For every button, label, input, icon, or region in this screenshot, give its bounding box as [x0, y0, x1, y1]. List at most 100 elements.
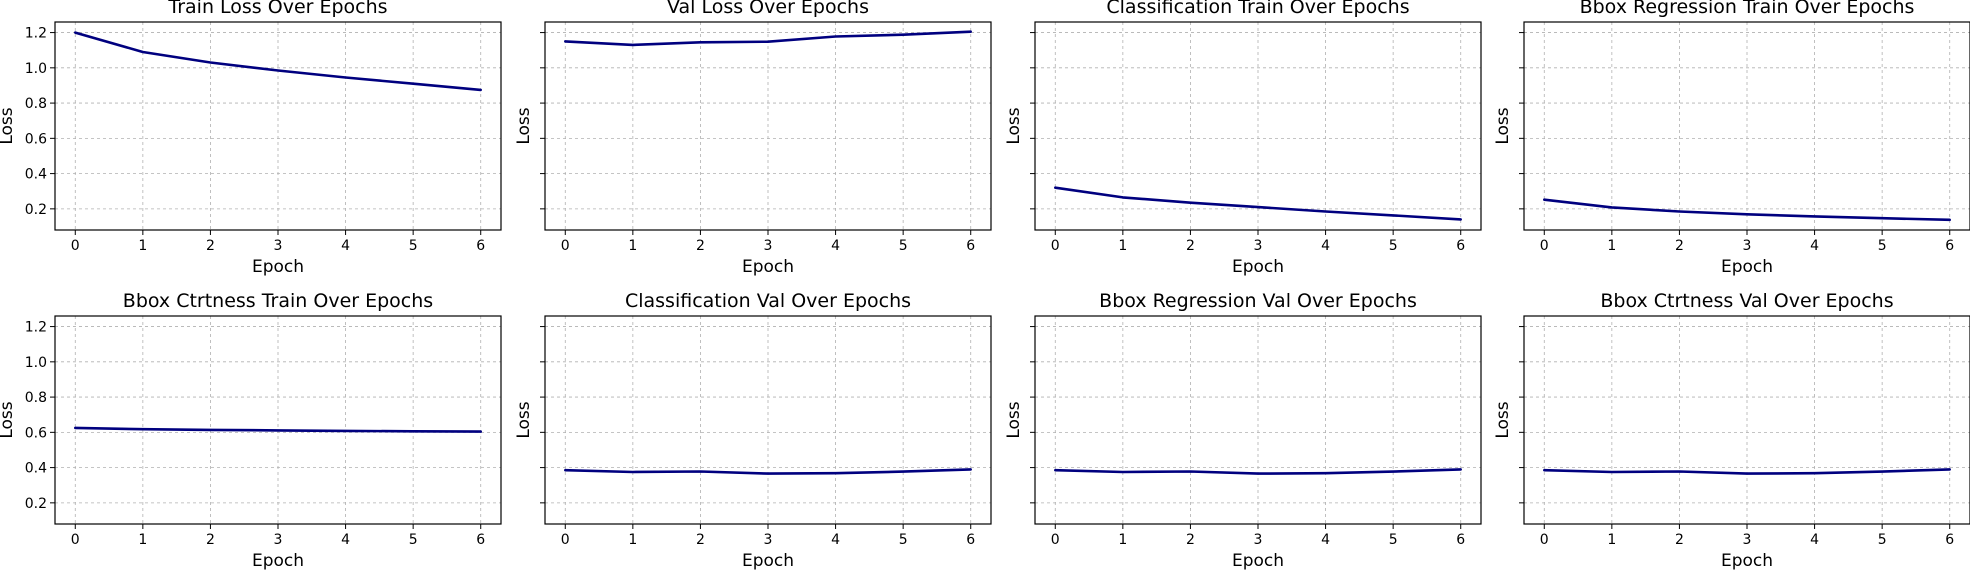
x-tick-label: 1: [1607, 238, 1616, 254]
x-tick-label: 2: [1186, 238, 1195, 254]
x-tick-label: 3: [764, 238, 773, 254]
x-tick-label: 5: [409, 238, 418, 254]
x-tick-label: 5: [1389, 238, 1398, 254]
y-tick-label: 1.2: [25, 320, 47, 336]
x-tick-label: 6: [966, 238, 975, 254]
y-tick-label: 1.2: [25, 26, 47, 42]
x-tick-label: 1: [1607, 532, 1616, 548]
y-tick-label: 0.6: [25, 131, 47, 147]
y-tick-label: 0.4: [25, 167, 47, 183]
x-tick-label: 6: [1945, 238, 1954, 254]
loss-series-line: [1054, 186, 1462, 221]
y-tick-label: 0.6: [25, 425, 47, 441]
x-tick-label: 1: [1118, 532, 1127, 548]
x-tick-label: 1: [628, 238, 637, 254]
x-tick-label: 4: [831, 238, 840, 254]
x-axis-label: Epoch: [252, 551, 304, 570]
x-tick-label: 6: [476, 238, 485, 254]
x-tick-label: 2: [1675, 532, 1684, 548]
x-tick-label: 3: [1743, 238, 1752, 254]
y-tick-label: 1.0: [25, 61, 47, 77]
x-tick-label: 6: [966, 532, 975, 548]
loss-series-line: [74, 31, 483, 92]
x-tick-label: 1: [1118, 238, 1127, 254]
x-tick-label: 0: [71, 532, 80, 548]
x-tick-label: 3: [274, 238, 283, 254]
x-tick-label: 5: [899, 238, 908, 254]
chart-title: Classification Train Over Epochs: [1106, 0, 1409, 18]
x-tick-label: 0: [1540, 238, 1549, 254]
chart-title: Bbox Ctrtness Train Over Epochs: [123, 290, 433, 312]
loss-series-line: [563, 468, 973, 475]
x-tick-label: 0: [1051, 238, 1060, 254]
chart-title: Bbox Ctrtness Val Over Epochs: [1600, 290, 1893, 312]
y-axis-label: Loss: [1004, 401, 1024, 438]
x-axis-label: Epoch: [1721, 551, 1773, 570]
x-tick-label: 1: [138, 238, 147, 254]
chart-title: Classification Val Over Epochs: [625, 290, 911, 312]
x-tick-label: 1: [628, 532, 637, 548]
chart-title: Bbox Regression Val Over Epochs: [1099, 290, 1417, 312]
loss-series-line: [1543, 198, 1951, 222]
x-tick-label: 4: [1321, 238, 1330, 254]
x-tick-label: 4: [1810, 532, 1819, 548]
chart-title: Val Loss Over Epochs: [667, 0, 869, 18]
x-tick-label: 4: [1810, 238, 1819, 254]
x-tick-label: 2: [1675, 238, 1684, 254]
x-tick-label: 1: [138, 532, 147, 548]
x-tick-label: 5: [1878, 532, 1887, 548]
y-axis-label: Loss: [1493, 107, 1513, 144]
x-axis-label: Epoch: [1721, 257, 1773, 277]
y-axis-label: Loss: [514, 401, 534, 438]
x-tick-label: 3: [1254, 532, 1263, 548]
chart-title: Train Loss Over Epochs: [167, 0, 387, 18]
y-tick-label: 0.2: [25, 496, 47, 512]
y-tick-label: 0.2: [25, 202, 47, 218]
x-axis-label: Epoch: [742, 257, 794, 277]
x-tick-label: 0: [561, 532, 570, 548]
y-axis-label: Loss: [514, 107, 534, 144]
x-axis-label: Epoch: [1232, 257, 1284, 277]
y-axis-label: Loss: [0, 107, 17, 144]
x-tick-label: 4: [341, 532, 350, 548]
x-tick-label: 2: [1186, 532, 1195, 548]
loss-series-line: [1543, 468, 1951, 475]
x-axis-label: Epoch: [1232, 551, 1284, 570]
y-axis-label: Loss: [1004, 107, 1024, 144]
x-tick-label: 3: [764, 532, 773, 548]
x-tick-label: 5: [899, 532, 908, 548]
x-tick-label: 2: [696, 532, 705, 548]
x-axis-label: Epoch: [252, 257, 304, 277]
x-tick-label: 6: [1945, 532, 1954, 548]
y-axis-label: Loss: [1493, 401, 1513, 438]
x-tick-label: 0: [1540, 532, 1549, 548]
x-tick-label: 2: [696, 238, 705, 254]
y-tick-label: 0.8: [25, 390, 47, 406]
y-tick-label: 0.4: [25, 461, 47, 477]
x-tick-label: 0: [71, 238, 80, 254]
x-tick-label: 3: [1254, 238, 1263, 254]
x-tick-label: 0: [1051, 532, 1060, 548]
x-tick-label: 6: [476, 532, 485, 548]
x-tick-label: 4: [831, 532, 840, 548]
x-tick-label: 5: [1389, 532, 1398, 548]
x-axis-label: Epoch: [742, 551, 794, 570]
y-tick-label: 1.0: [25, 355, 47, 371]
x-tick-label: 3: [1743, 532, 1752, 548]
loss-series-line: [563, 30, 973, 47]
x-tick-label: 4: [1321, 532, 1330, 548]
y-tick-label: 0.8: [25, 96, 47, 112]
chart-title: Bbox Regression Train Over Epochs: [1580, 0, 1915, 18]
x-tick-label: 6: [1456, 532, 1465, 548]
x-tick-label: 0: [561, 238, 570, 254]
loss-series-line: [74, 426, 483, 433]
x-tick-label: 5: [1878, 238, 1887, 254]
x-tick-label: 4: [341, 238, 350, 254]
x-tick-label: 5: [409, 532, 418, 548]
y-axis-label: Loss: [0, 401, 17, 438]
x-tick-label: 2: [206, 238, 215, 254]
x-tick-label: 2: [206, 532, 215, 548]
x-tick-label: 6: [1456, 238, 1465, 254]
x-tick-label: 3: [274, 532, 283, 548]
